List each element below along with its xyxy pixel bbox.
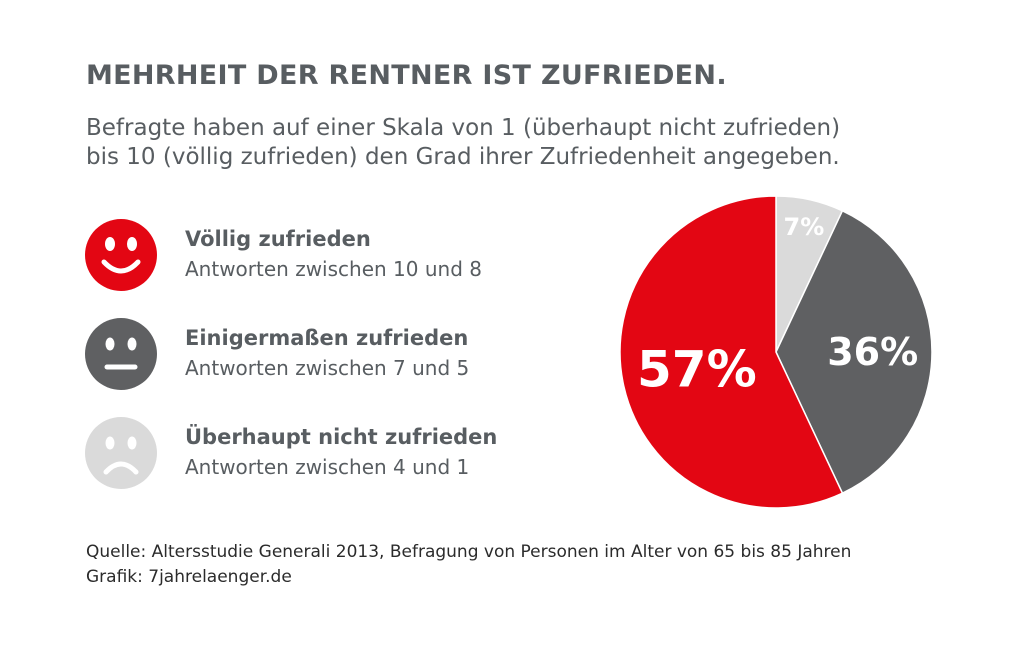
- chart-title: MEHRHEIT DER RENTNER IST ZUFRIEDEN.: [86, 60, 727, 91]
- legend-title: Überhaupt nicht zufrieden: [185, 425, 498, 449]
- neutral-face-icon: [85, 318, 157, 390]
- pie-slice-1: [620, 196, 844, 508]
- subtitle-line-1: Befragte haben auf einer Skala von 1 (üb…: [86, 115, 841, 141]
- legend-subtitle: Antworten zwischen 4 und 1: [185, 455, 470, 479]
- chart-subtitle: Befragte haben auf einer Skala von 1 (üb…: [86, 114, 966, 172]
- happy-face-icon: [85, 219, 157, 291]
- graphic-credit: Grafik: 7jahrelaenger.de: [86, 567, 292, 587]
- pie-label-1: 57%: [637, 341, 757, 399]
- pie-label-2: 36%: [827, 330, 918, 374]
- pie-label-3: 7%: [784, 213, 825, 241]
- footer: Quelle: Altersstudie Generali 2013, Befr…: [86, 540, 851, 590]
- legend-subtitle: Antworten zwischen 7 und 5: [185, 356, 470, 380]
- legend-title: Völlig zufrieden: [185, 227, 371, 251]
- subtitle-line-2: bis 10 (völlig zufrieden) den Grad ihrer…: [86, 144, 840, 170]
- legend-subtitle: Antworten zwischen 10 und 8: [185, 257, 482, 281]
- legend-title: Einigermaßen zufrieden: [185, 326, 469, 350]
- sad-face-icon: [85, 417, 157, 489]
- pie-slice-2: [775, 209, 932, 495]
- pie-chart: 7% 36% 57%: [620, 196, 932, 508]
- source-note: Quelle: Altersstudie Generali 2013, Befr…: [86, 542, 852, 562]
